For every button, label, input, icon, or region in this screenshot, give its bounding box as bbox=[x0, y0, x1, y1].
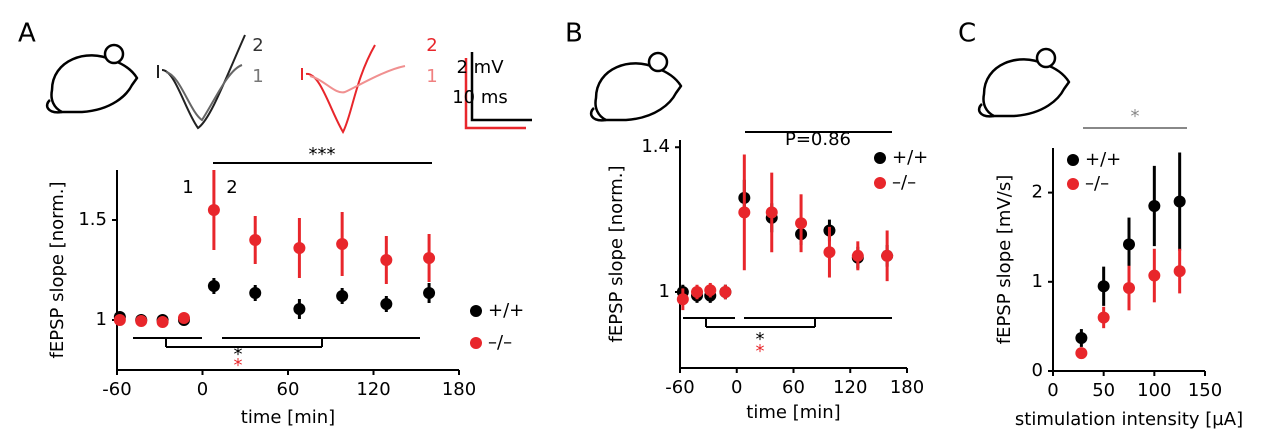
data-point bbox=[293, 303, 306, 315]
mouse-icon bbox=[977, 47, 1071, 118]
y-axis-label: fEPSP slope [norm.] bbox=[47, 182, 68, 359]
data-point bbox=[1097, 311, 1110, 324]
annotation: 1 bbox=[182, 177, 193, 198]
legend-marker bbox=[1067, 154, 1079, 166]
mouse-icon bbox=[589, 51, 683, 122]
data-point bbox=[249, 234, 262, 246]
x-axis-label: time [min] bbox=[241, 407, 335, 428]
x-tick-label: 150 bbox=[1188, 380, 1222, 401]
data-point bbox=[823, 246, 836, 259]
legend-marker bbox=[470, 337, 482, 349]
annotation: * bbox=[234, 355, 243, 376]
data-point bbox=[380, 298, 393, 310]
data-point bbox=[738, 206, 751, 219]
y-tick-label: 0 bbox=[1032, 360, 1043, 381]
data-point bbox=[1123, 238, 1135, 251]
scale-bar bbox=[464, 52, 532, 130]
data-point bbox=[795, 217, 808, 230]
data-point bbox=[1148, 269, 1161, 282]
x-tick-label: 180 bbox=[890, 377, 924, 398]
y-tick-label: 1 bbox=[659, 281, 670, 302]
x-tick-label: 180 bbox=[442, 379, 476, 400]
legend-label: –/– bbox=[488, 332, 512, 353]
x-tick-label: 0 bbox=[731, 377, 742, 398]
x-tick-label: 120 bbox=[356, 379, 390, 400]
y-axis-label: fEPSP slope [mV/s] bbox=[994, 175, 1015, 345]
annotation: 2 bbox=[252, 35, 263, 56]
data-point bbox=[249, 287, 262, 299]
x-tick-label: -60 bbox=[102, 379, 131, 400]
x-tick-label: 60 bbox=[277, 379, 300, 400]
panel-label: C bbox=[958, 19, 976, 49]
data-point bbox=[765, 206, 778, 219]
x-tick-label: 0 bbox=[1047, 380, 1058, 401]
annotation: * bbox=[234, 344, 243, 365]
data-point bbox=[423, 252, 436, 264]
y-tick-label: 2 bbox=[1032, 182, 1043, 203]
panel-label: A bbox=[18, 19, 36, 49]
legend-marker bbox=[470, 305, 482, 317]
annotation: P=0.86 bbox=[785, 129, 851, 150]
data-point bbox=[336, 238, 349, 250]
annotation: 1 bbox=[426, 66, 437, 87]
data-point bbox=[1075, 347, 1088, 360]
data-point bbox=[293, 242, 306, 254]
data-point bbox=[336, 290, 349, 302]
legend-marker bbox=[1067, 178, 1079, 190]
annotation: * bbox=[756, 329, 765, 350]
x-tick-label: 100 bbox=[1137, 380, 1171, 401]
data-point bbox=[1148, 199, 1161, 212]
x-tick-label: 50 bbox=[1092, 380, 1115, 401]
legend-label: +/+ bbox=[488, 300, 524, 321]
y-tick-label: 1 bbox=[96, 309, 107, 330]
data-point bbox=[113, 314, 126, 326]
data-point bbox=[207, 280, 220, 292]
y-axis-label: fEPSP slope [norm.] bbox=[606, 166, 627, 343]
legend-marker bbox=[874, 177, 886, 189]
data-point bbox=[1075, 331, 1088, 344]
data-point bbox=[851, 249, 864, 262]
legend-label: +/+ bbox=[892, 147, 928, 168]
data-point bbox=[1173, 265, 1186, 278]
legend-marker bbox=[874, 152, 886, 164]
data-point bbox=[156, 316, 169, 328]
legend-label: –/– bbox=[1085, 173, 1109, 194]
data-point bbox=[1173, 195, 1186, 208]
mouse-icon bbox=[45, 43, 139, 114]
x-tick-label: -60 bbox=[665, 377, 694, 398]
annotation: 10 ms bbox=[452, 87, 508, 108]
legend-label: +/+ bbox=[1085, 149, 1121, 170]
data-point bbox=[676, 293, 689, 306]
panel-label: B bbox=[565, 19, 583, 49]
x-tick-label: 0 bbox=[197, 379, 208, 400]
data-point bbox=[881, 249, 894, 262]
data-point bbox=[1123, 282, 1135, 295]
y-tick-label: 1.5 bbox=[78, 209, 107, 230]
data-point bbox=[135, 315, 148, 327]
data-point bbox=[207, 204, 220, 216]
example-traces bbox=[157, 34, 406, 135]
annotation: 1 bbox=[252, 66, 263, 87]
data-point bbox=[423, 287, 436, 299]
x-tick-label: 60 bbox=[782, 377, 805, 398]
x-axis-label: stimulation intensity [µA] bbox=[1015, 409, 1243, 430]
annotation: 2 bbox=[426, 35, 437, 56]
data-point bbox=[704, 284, 717, 297]
annotation: * bbox=[756, 341, 765, 362]
y-tick-label: 1 bbox=[1032, 271, 1043, 292]
x-tick-label: 120 bbox=[833, 377, 867, 398]
annotation: 2 bbox=[226, 177, 237, 198]
annotation: * bbox=[1131, 106, 1140, 127]
data-point bbox=[719, 286, 732, 298]
annotation: *** bbox=[309, 144, 336, 165]
x-axis-label: time [min] bbox=[746, 402, 840, 423]
data-point bbox=[380, 254, 393, 266]
data-point bbox=[691, 286, 704, 298]
annotation: 2 mV bbox=[456, 57, 504, 78]
data-point bbox=[1097, 280, 1110, 293]
data-point bbox=[177, 312, 190, 324]
y-tick-label: 1.4 bbox=[641, 136, 670, 157]
legend-label: –/– bbox=[892, 172, 916, 193]
